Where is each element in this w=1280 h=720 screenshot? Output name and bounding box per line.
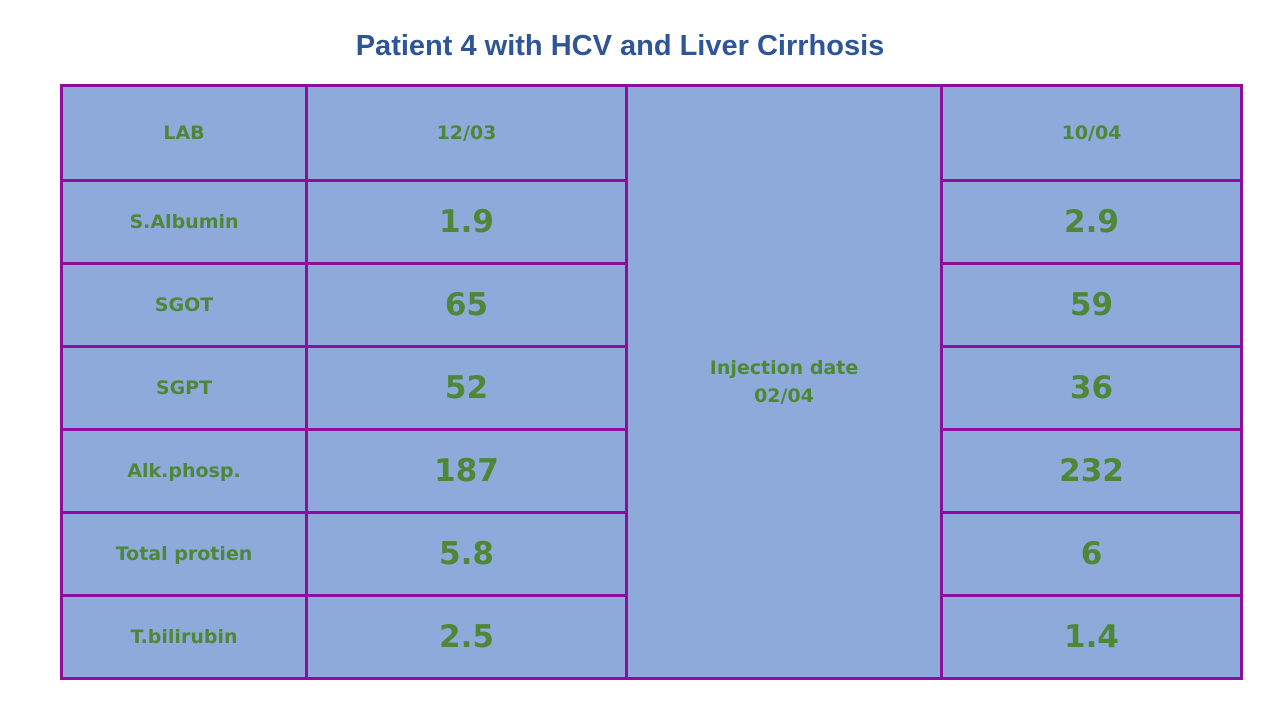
- page-title: Patient 4 with HCV and Liver Cirrhosis: [355, 30, 885, 62]
- injection-date-label: Injection date: [709, 357, 859, 379]
- header-after-date: 10/04: [940, 84, 1243, 182]
- table-row: S.Albumin 1.9 2.9: [60, 179, 1243, 265]
- table-row: Alk.phosp. 187 232: [60, 428, 1243, 514]
- table-row: SGPT 52 36: [60, 345, 1243, 431]
- after-value: 1.4: [940, 594, 1243, 680]
- before-value: 187: [305, 428, 628, 514]
- after-value: 232: [940, 428, 1243, 514]
- injection-date-value: 02/04: [754, 385, 814, 407]
- header-lab: LAB: [60, 84, 308, 182]
- before-value: 2.5: [305, 594, 628, 680]
- before-value: 5.8: [305, 511, 628, 597]
- table-row: Total protien 5.8 6: [60, 511, 1243, 597]
- table-row: T.bilirubin 2.5 1.4: [60, 594, 1243, 680]
- row-label: SGPT: [60, 345, 308, 431]
- row-label: T.bilirubin: [60, 594, 308, 680]
- table-header-row: LAB 12/03 Injection date 02/04 10/04: [60, 84, 1243, 680]
- row-label: SGOT: [60, 262, 308, 348]
- injection-date-cell: Injection date 02/04: [625, 84, 943, 680]
- before-value: 65: [305, 262, 628, 348]
- after-value: 36: [940, 345, 1243, 431]
- lab-results-table: LAB 12/03 Injection date 02/04 10/04 S.A…: [60, 84, 1243, 680]
- after-value: 59: [940, 262, 1243, 348]
- before-value: 52: [305, 345, 628, 431]
- row-label: S.Albumin: [60, 179, 308, 265]
- after-value: 6: [940, 511, 1243, 597]
- row-label: Alk.phosp.: [60, 428, 308, 514]
- after-value: 2.9: [940, 179, 1243, 265]
- table-row: SGOT 65 59: [60, 262, 1243, 348]
- row-label: Total protien: [60, 511, 308, 597]
- before-value: 1.9: [305, 179, 628, 265]
- header-before-date: 12/03: [305, 84, 628, 182]
